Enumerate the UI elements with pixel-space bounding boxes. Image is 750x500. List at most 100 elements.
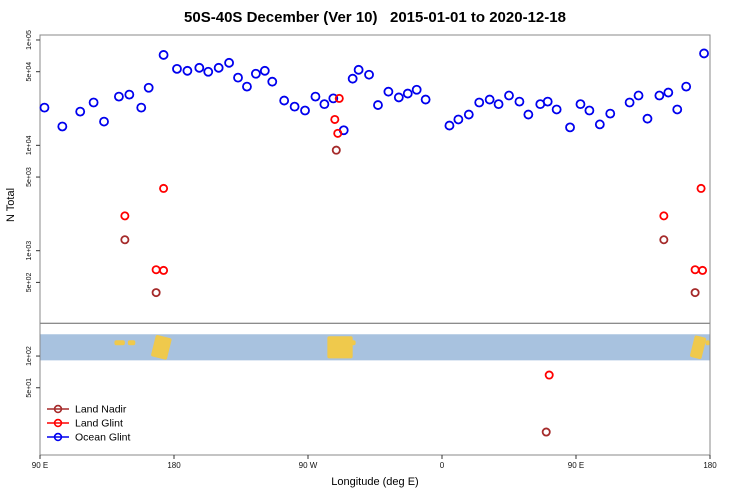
data-point	[672, 104, 683, 115]
data-point	[194, 62, 205, 73]
data-point	[393, 92, 404, 103]
data-point	[151, 288, 161, 298]
data-point	[57, 121, 68, 132]
data-point	[330, 114, 340, 124]
data-point	[353, 64, 364, 75]
series-ocean-glint	[39, 48, 709, 136]
land-patch	[327, 336, 353, 359]
data-point	[259, 65, 270, 76]
data-point	[659, 211, 669, 221]
land-mask-strip	[40, 334, 710, 361]
data-point	[334, 93, 344, 103]
data-point	[136, 102, 147, 113]
land-patch	[346, 340, 356, 346]
data-point	[114, 91, 124, 102]
legend-label: Land Nadir	[75, 404, 127, 416]
data-point	[542, 96, 553, 107]
y-tick-label: 5e+01	[26, 378, 33, 398]
x-tick-label: 90 E	[32, 461, 48, 470]
data-point	[474, 97, 485, 108]
data-point	[75, 106, 86, 117]
y-tick-label: 5e+02	[26, 272, 33, 292]
legend-label: Land Glint	[75, 418, 123, 430]
data-point	[88, 97, 99, 108]
data-point	[514, 96, 525, 107]
y-axis-label: N Total	[5, 187, 17, 223]
data-point	[120, 211, 130, 221]
data-point	[331, 145, 341, 155]
data-point	[289, 101, 300, 112]
data-point	[213, 62, 224, 73]
data-point	[411, 84, 422, 95]
data-point	[159, 265, 169, 275]
land-patch	[151, 335, 172, 360]
y-tick-label: 1e+02	[26, 346, 33, 366]
land-patch	[690, 335, 707, 360]
x-tick-label: 180	[167, 461, 181, 470]
data-point	[39, 102, 50, 113]
data-point	[242, 81, 252, 92]
data-point	[690, 288, 700, 298]
data-point	[696, 183, 706, 193]
data-point	[624, 97, 635, 108]
x-axis-label: Longitude (deg E)	[331, 476, 419, 488]
data-point	[250, 68, 261, 79]
data-point	[493, 99, 504, 110]
data-point	[233, 72, 243, 83]
data-point	[383, 86, 394, 97]
data-point	[99, 116, 109, 127]
legend-label: Ocean Glint	[75, 432, 131, 444]
data-point	[182, 65, 193, 76]
x-tick-label: 180	[703, 461, 717, 470]
series-land-nadir	[120, 145, 700, 437]
x-tick-label: 90 W	[299, 461, 318, 470]
data-point	[565, 122, 575, 133]
data-point	[172, 63, 182, 74]
data-point	[541, 427, 551, 437]
land-patch	[114, 340, 125, 346]
data-point	[584, 105, 595, 116]
y-tick-label: 5e+04	[26, 62, 33, 82]
data-point	[659, 235, 669, 245]
data-point	[300, 105, 310, 116]
data-point	[605, 108, 616, 119]
data-point	[224, 57, 234, 68]
data-point	[159, 183, 169, 193]
data-point	[151, 265, 161, 275]
chart-title: 50S-40S December (Ver 10) 2015-01-01 to …	[184, 9, 566, 26]
data-point	[633, 90, 644, 101]
legend-marker	[53, 418, 63, 428]
data-point	[575, 99, 586, 110]
data-point	[690, 265, 700, 275]
data-point	[551, 104, 562, 115]
data-point	[279, 95, 290, 106]
data-point	[504, 90, 514, 101]
plot-box	[39, 34, 711, 456]
legend: Land Nadir Land Glint Ocean Glint	[47, 404, 131, 444]
land-patch	[127, 340, 136, 346]
y-tick-label: 1e+03	[26, 241, 33, 261]
data-point	[319, 99, 330, 110]
data-point	[594, 119, 605, 130]
data-point	[402, 88, 413, 99]
data-point	[373, 100, 383, 110]
data-point	[681, 81, 692, 92]
data-point	[267, 76, 278, 87]
series-land-glint	[120, 93, 708, 380]
legend-marker	[53, 432, 63, 442]
data-point	[420, 94, 431, 105]
data-point	[310, 91, 321, 102]
land-patch	[705, 340, 710, 346]
data-point	[347, 73, 358, 84]
data-point	[453, 114, 464, 125]
data-point	[158, 50, 169, 60]
data-point	[364, 69, 374, 80]
data-point	[143, 82, 154, 93]
data-point	[463, 109, 474, 120]
data-point	[120, 235, 130, 245]
data-point	[444, 120, 455, 131]
y-tick-label: 1e+05	[26, 30, 33, 50]
data-point	[124, 89, 135, 100]
data-point	[523, 109, 534, 120]
